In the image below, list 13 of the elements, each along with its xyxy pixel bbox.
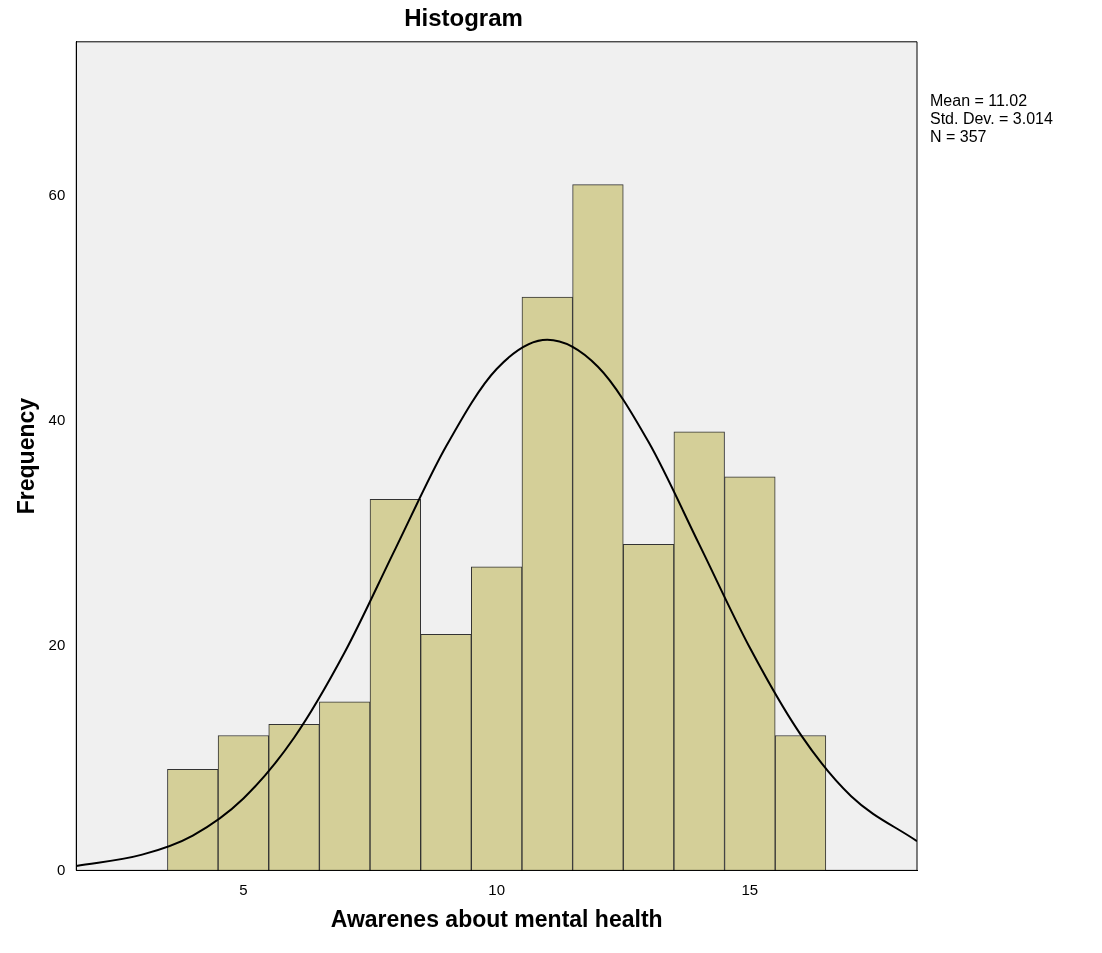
chart-title: Histogram: [404, 4, 523, 32]
y-tick-label: 0: [56, 860, 66, 878]
text: N = 357: [930, 128, 988, 146]
text: Std. Dev. = 3.014: [930, 110, 1053, 128]
x-tick-label: 10: [488, 880, 505, 898]
x-tick-label: 15: [741, 880, 759, 898]
y-tick-label: 20: [48, 635, 66, 653]
x-tick-label: 5: [239, 880, 248, 898]
y-axis-title: Frequency: [13, 397, 40, 515]
text: Mean = 11.02: [930, 92, 1029, 110]
y-tick-label: 40: [48, 410, 66, 428]
y-tick-label: 60: [48, 185, 66, 203]
x-axis-title: Awarenes about mental health: [330, 905, 663, 932]
